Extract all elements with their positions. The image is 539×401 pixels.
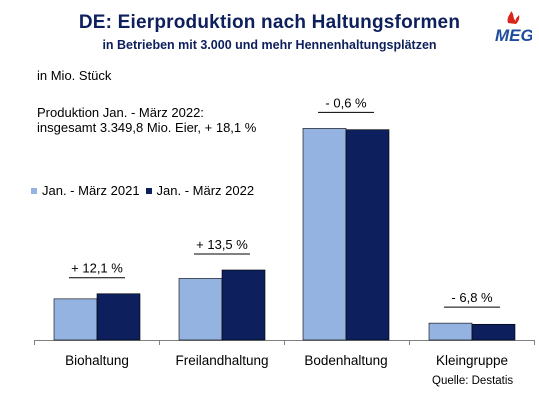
logo-text: MEG <box>495 26 532 44</box>
unit-label: in Mio. Stück <box>37 68 112 83</box>
production-note: Produktion Jan. - März 2022: insgesamt 3… <box>37 105 256 135</box>
category-label-biohaltung: Biohaltung <box>65 353 129 368</box>
chart-legend: Jan. - März 2021 Jan. - März 2022 <box>31 183 260 198</box>
legend-label-2021: Jan. - März 2021 <box>42 183 140 198</box>
bar-2021-biohaltung <box>53 298 98 341</box>
bar-2021-bodenhaltung <box>302 128 347 341</box>
legend-swatch-2021 <box>31 187 37 194</box>
category-label-bodenhaltung: Bodenhaltung <box>304 353 387 368</box>
note-line-2: insgesamt 3.349,8 Mio. Eier, + 18,1 % <box>37 120 257 135</box>
chart-subtitle: in Betrieben mit 3.000 und mehr Hennenha… <box>102 38 437 52</box>
legend-swatch-2022 <box>145 187 152 194</box>
chart-title: DE: Eierproduktion nach Haltungsformen <box>78 12 461 33</box>
bar-2022-freilandhaltung <box>221 269 266 341</box>
bar-2022-biohaltung <box>96 293 141 341</box>
note-line-1: Produktion Jan. - März 2022: <box>37 105 204 120</box>
bar-2021-kleingruppe <box>428 322 473 341</box>
bar-2022-kleingruppe <box>471 323 516 341</box>
change-label-freilandhaltung: + 13,5 % <box>196 237 248 252</box>
category-label-freilandhaltung: Freilandhaltung <box>175 353 268 368</box>
category-label-kleingruppe: Kleingruppe <box>436 353 508 368</box>
change-label-biohaltung: + 12,1 % <box>71 261 123 276</box>
source-label: Quelle: Destatis <box>432 375 514 387</box>
bar-2021-freilandhaltung <box>178 278 223 341</box>
bar-2022-bodenhaltung <box>345 129 390 341</box>
change-label-kleingruppe: - 6,8 % <box>451 290 493 305</box>
legend-item-2021: Jan. - März 2021 <box>31 183 140 198</box>
legend-label-2022: Jan. - März 2022 <box>156 183 255 198</box>
change-label-bodenhaltung: - 0,6 % <box>325 95 367 110</box>
meg-logo: MEG <box>495 11 532 44</box>
logo-flame-icon <box>507 11 520 24</box>
legend-item-2022: Jan. - März 2022 <box>145 183 255 198</box>
